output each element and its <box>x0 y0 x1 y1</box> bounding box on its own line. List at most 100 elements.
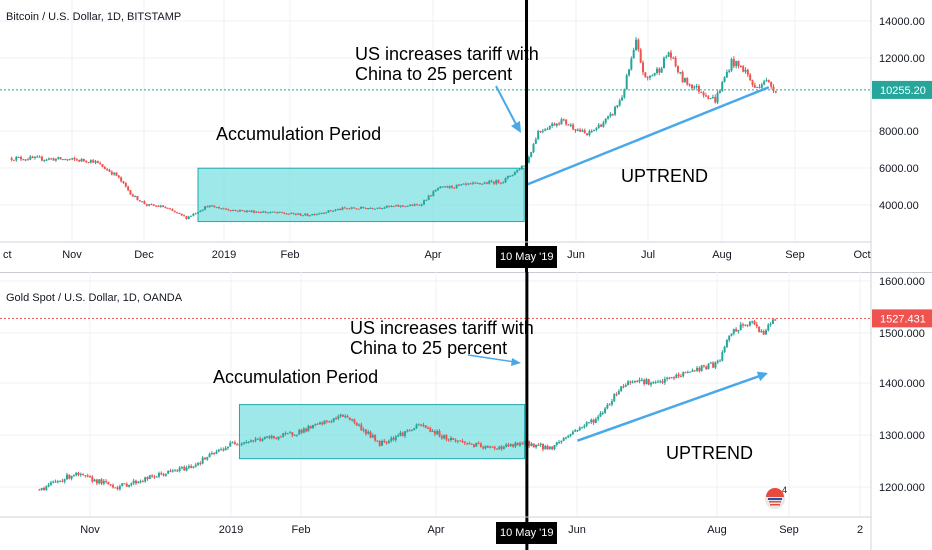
candle-body <box>215 451 218 454</box>
gold-uptrend-line <box>577 372 767 442</box>
candle-body <box>413 204 416 206</box>
candle-body <box>54 158 57 161</box>
candle-body <box>651 75 654 77</box>
candle-body <box>434 189 437 192</box>
candle-body <box>404 206 407 208</box>
candle-body <box>592 419 595 423</box>
candle-body <box>753 84 756 88</box>
candle-body <box>427 427 430 429</box>
candle-body <box>667 52 670 57</box>
candle-body <box>371 435 374 438</box>
candle-body <box>415 424 418 429</box>
candle-body <box>448 185 451 188</box>
candle-body <box>213 452 216 454</box>
candle-body <box>630 58 633 70</box>
candle-body <box>399 432 402 436</box>
candle-body <box>558 442 561 444</box>
candle-body <box>318 422 321 425</box>
candle-body <box>109 484 112 486</box>
candle-body <box>555 123 558 126</box>
candle-body <box>89 476 91 478</box>
candle-body <box>150 204 153 206</box>
candle-body <box>166 207 169 209</box>
candle-body <box>728 335 731 341</box>
gold-tariff-note-line1: US increases tariff with <box>350 318 534 338</box>
candle-body <box>661 381 664 383</box>
candle-body <box>666 377 669 379</box>
candle-body <box>187 466 190 468</box>
candle-body <box>436 188 439 190</box>
candle-body <box>204 206 207 210</box>
candle-body <box>293 434 296 436</box>
candle-body <box>131 194 134 197</box>
candle-body <box>443 435 446 439</box>
candle-body <box>509 175 512 177</box>
candle-body <box>655 68 658 73</box>
candle-body <box>174 470 177 472</box>
candle-body <box>297 213 300 215</box>
candle-body <box>583 425 586 428</box>
candle-body <box>457 184 460 186</box>
candle-body <box>341 207 344 210</box>
candle-body <box>604 408 607 413</box>
candle-body <box>238 444 241 446</box>
y-tick-label: 6000.00 <box>879 163 919 175</box>
candle-body <box>343 207 346 209</box>
candle-body <box>206 457 209 460</box>
candle-body <box>751 321 754 323</box>
candle-body <box>279 436 282 438</box>
candle-body <box>585 422 588 426</box>
candle-body <box>498 446 501 450</box>
candle-body <box>484 445 487 449</box>
candle-body <box>85 160 88 163</box>
candle-body <box>594 419 597 423</box>
candle-body <box>222 449 225 451</box>
candle-body <box>262 211 265 213</box>
candle-body <box>236 444 239 446</box>
candle-body <box>690 84 693 89</box>
candle-body <box>453 187 456 189</box>
candle-body <box>697 86 700 92</box>
candle-body <box>257 211 260 213</box>
candle-body <box>145 203 148 206</box>
candle-body <box>714 362 717 368</box>
candle-body <box>355 208 358 210</box>
candle-body <box>339 209 342 211</box>
candle-body <box>620 386 623 392</box>
candle-body <box>240 443 243 445</box>
candle-body <box>523 165 526 167</box>
x-tick-label: Dec <box>134 249 154 261</box>
candle-body <box>183 215 186 217</box>
candle-body <box>609 114 612 117</box>
candle-body <box>61 480 64 482</box>
candle-body <box>450 185 453 188</box>
candle-body <box>622 386 625 388</box>
candle-body <box>597 124 600 128</box>
candle-body <box>553 444 556 450</box>
candle-body <box>658 68 661 73</box>
candle-body <box>59 480 62 482</box>
x-tick-label: Jun <box>567 249 585 261</box>
candle-body <box>270 435 273 438</box>
candle-body <box>47 484 50 487</box>
candle-body <box>40 156 43 161</box>
candle-body <box>19 156 22 160</box>
candle-body <box>497 180 500 183</box>
candle-body <box>417 424 420 426</box>
candle-body <box>597 416 600 420</box>
candle-body <box>266 212 269 214</box>
candle-body <box>93 479 96 482</box>
candle-body <box>446 186 449 188</box>
candle-body <box>420 204 423 206</box>
candle-body <box>695 86 698 88</box>
candle-body <box>509 444 512 447</box>
candle-body <box>180 213 183 216</box>
candle-body <box>454 439 457 442</box>
candle-body <box>129 190 132 195</box>
candle-body <box>84 475 87 477</box>
candle-body <box>770 81 773 87</box>
candle-body <box>672 57 675 59</box>
candle-body <box>315 213 318 215</box>
candle-body <box>638 379 641 382</box>
candle-body <box>686 371 689 373</box>
